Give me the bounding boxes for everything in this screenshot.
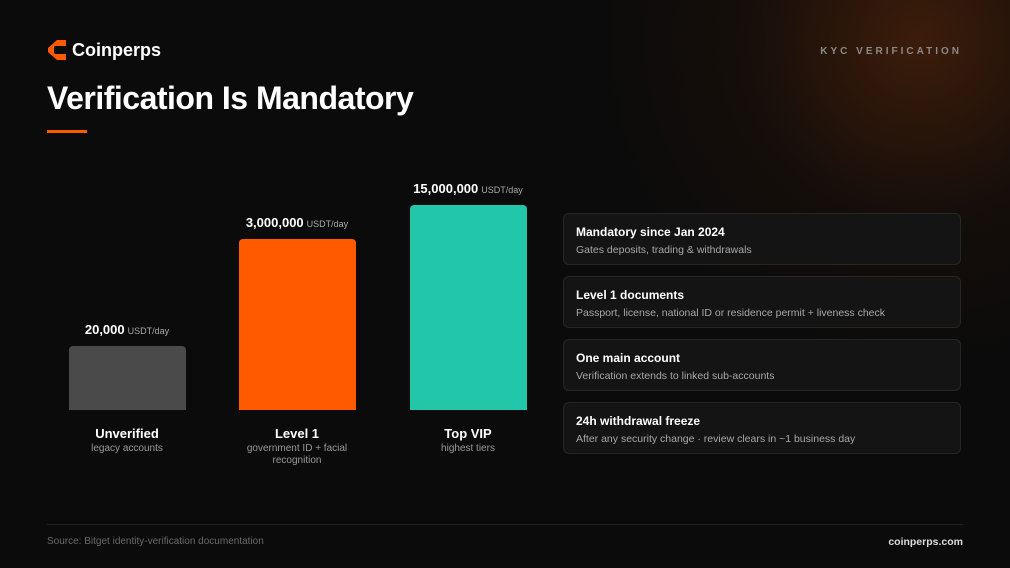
source: Source: Bitget identity-verification doc… xyxy=(47,536,264,547)
bar xyxy=(409,205,527,410)
category-note: highest tiers xyxy=(441,443,495,454)
card-title: One main account xyxy=(576,351,681,365)
value-number: 3,000,000 xyxy=(245,215,304,231)
card-title: Level 1 documents xyxy=(576,288,685,302)
bar xyxy=(238,239,356,410)
title-underline xyxy=(47,130,87,133)
card-text: Verification extends to linked sub-accou… xyxy=(576,370,775,382)
value-number: 15,000,000 xyxy=(413,181,479,196)
value-unit: USDT/day xyxy=(306,219,349,230)
category-note: legacy accounts xyxy=(91,443,163,454)
card-text: Passport, license, national ID or reside… xyxy=(576,307,886,319)
card-text: After any security change · review clear… xyxy=(576,433,856,445)
card-text: Gates deposits, trading & withdrawals xyxy=(576,244,752,256)
card-title: Mandatory since Jan 2024 xyxy=(576,225,725,239)
category-label: Top VIP xyxy=(444,426,492,441)
info-card: Mandatory since Jan 2024 Gates deposits, … xyxy=(563,213,961,265)
info-card: One main account Verification extends to … xyxy=(563,339,961,391)
section-tag: KYC VERIFICATION xyxy=(820,46,962,57)
brand: Coinperps xyxy=(72,40,162,60)
value-unit: USDT/day xyxy=(481,185,523,195)
value-label: 20,000 USDT/day xyxy=(85,322,169,337)
card-title: 24h withdrawal freeze xyxy=(576,414,701,428)
bar xyxy=(68,346,186,410)
value-label: 15,000,000 USDT/day xyxy=(413,181,523,196)
value-label: 3,000,000 USDT/day xyxy=(246,215,348,230)
slide-title: Verification Is Mandatory xyxy=(47,80,414,116)
value-unit: USDT/day xyxy=(127,326,170,337)
info-card: 24h withdrawal freeze After any security … xyxy=(563,402,961,454)
footer-divider xyxy=(47,524,963,525)
chart: 20,000 USDT/day Unverified legacy accounts 3… xyxy=(0,0,560,500)
site: coinperps.com xyxy=(888,536,963,548)
logo-icon xyxy=(48,40,66,60)
category-label: Unverified xyxy=(95,426,159,441)
category-label: Level 1 xyxy=(274,426,320,441)
value-number: 20,000 xyxy=(84,322,125,338)
info-card: Level 1 documents Passport, license, nati… xyxy=(563,276,961,328)
category-note: government ID + facial recognition xyxy=(246,443,348,466)
